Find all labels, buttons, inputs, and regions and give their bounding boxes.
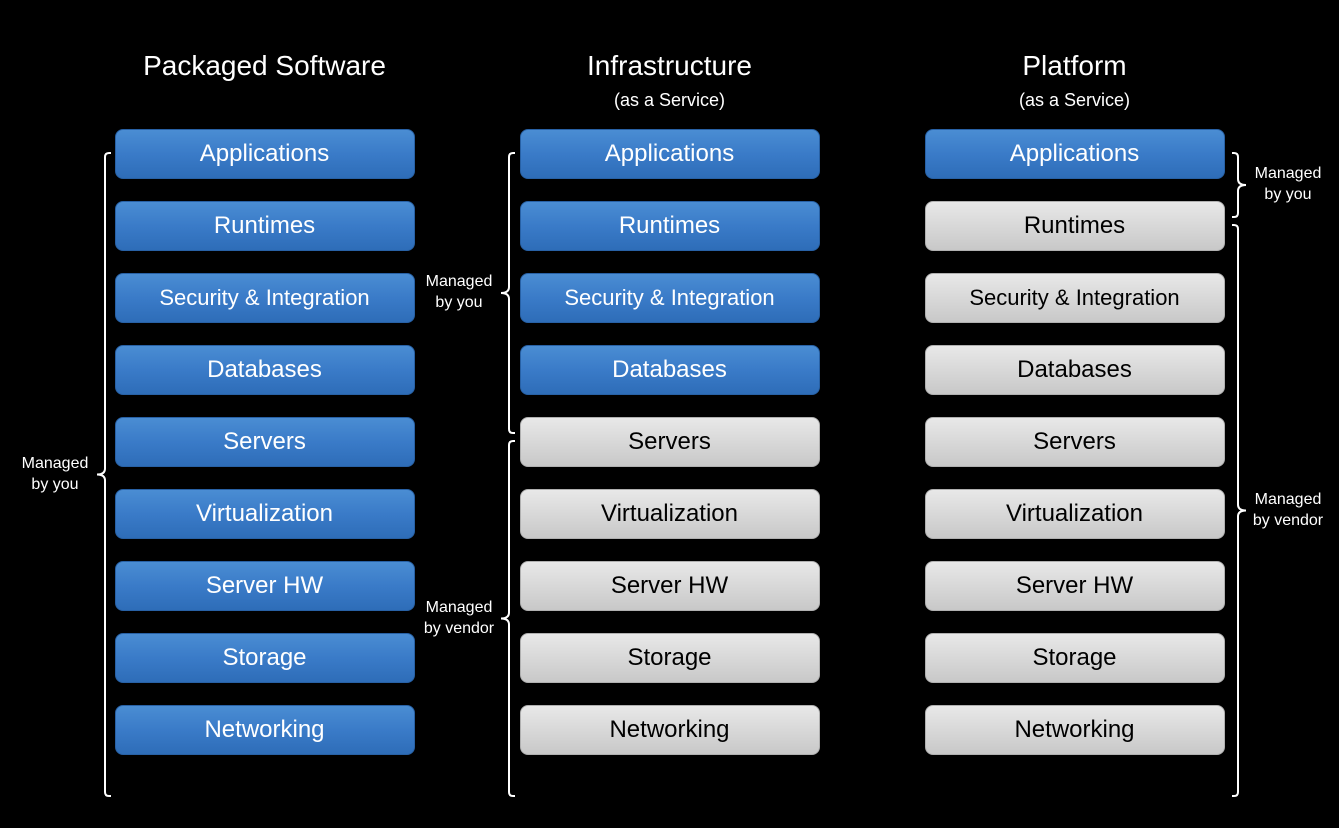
stack-box-label: Storage	[627, 644, 711, 672]
stack-box: Databases	[520, 345, 820, 395]
stack-box-label: Applications	[605, 140, 734, 168]
stack-box: Applications	[925, 129, 1225, 179]
stack-box-label: Virtualization	[196, 500, 333, 528]
stack-box: Servers	[115, 417, 415, 467]
stack-box: Security & Integration	[925, 273, 1225, 323]
stack-box: Servers	[925, 417, 1225, 467]
bracket: Managed by vendor	[1232, 224, 1328, 797]
stack-box-label: Networking	[204, 716, 324, 744]
stack-box-label: Networking	[609, 716, 729, 744]
bracket-shape	[499, 440, 515, 797]
bracket: Managed by vendor	[419, 440, 515, 797]
stack-box-label: Server HW	[611, 572, 728, 600]
bracket: Managed by you	[1232, 152, 1328, 218]
stack-box-label: Server HW	[1016, 572, 1133, 600]
column-0-subtitle	[262, 90, 267, 111]
stack-box-label: Runtimes	[1024, 212, 1125, 240]
stack-box-label: Runtimes	[619, 212, 720, 240]
stack-box: Server HW	[115, 561, 415, 611]
stack-box: Databases	[115, 345, 415, 395]
stack-box-label: Networking	[1014, 716, 1134, 744]
stack-box-label: Virtualization	[601, 500, 738, 528]
column-0-title: Packaged Software	[143, 50, 386, 82]
stack-box: Applications	[115, 129, 415, 179]
bracket-shape	[95, 152, 111, 797]
stack-box-label: Applications	[1010, 140, 1139, 168]
stack-box-label: Servers	[628, 428, 711, 456]
stack-box-label: Security & Integration	[159, 285, 369, 311]
stack-box-label: Virtualization	[1006, 500, 1143, 528]
bracket-label: Managed by you	[15, 454, 95, 496]
stack-box: Virtualization	[115, 489, 415, 539]
bracket-label: Managed by you	[419, 272, 499, 314]
stack-box: Security & Integration	[520, 273, 820, 323]
column-0: Packaged Software Applications Runtimes Se…	[115, 50, 415, 755]
bracket: Managed by you	[15, 152, 111, 797]
stack-box: Storage	[925, 633, 1225, 683]
stack-box: Applications	[520, 129, 820, 179]
stack-box: Storage	[115, 633, 415, 683]
stack-box-label: Servers	[1033, 428, 1116, 456]
stack-box-label: Security & Integration	[969, 285, 1179, 311]
stack-box: Networking	[520, 705, 820, 755]
column-1: Infrastructure (as a Service) Applications…	[520, 50, 820, 755]
bracket-shape	[1232, 152, 1248, 218]
stack-box: Virtualization	[520, 489, 820, 539]
column-0-stack: Applications Runtimes Security & Integrati…	[115, 129, 415, 755]
stack-box-label: Databases	[207, 356, 322, 384]
stack-box: Runtimes	[925, 201, 1225, 251]
bracket-label: Managed by you	[1248, 164, 1328, 206]
column-1-subtitle: (as a Service)	[614, 90, 725, 111]
stack-box: Virtualization	[925, 489, 1225, 539]
column-1-title: Infrastructure	[587, 50, 752, 82]
stack-box-label: Databases	[1017, 356, 1132, 384]
column-1-stack: Applications Runtimes Security & Integrati…	[520, 129, 820, 755]
column-2-stack: Applications Runtimes Security & Integrati…	[925, 129, 1225, 755]
stack-box-label: Server HW	[206, 572, 323, 600]
diagram-container: Packaged Software Applications Runtimes Se…	[0, 0, 1339, 755]
stack-box-label: Storage	[222, 644, 306, 672]
stack-box: Networking	[925, 705, 1225, 755]
stack-box-label: Runtimes	[214, 212, 315, 240]
stack-box: Server HW	[925, 561, 1225, 611]
stack-box: Server HW	[520, 561, 820, 611]
stack-box: Runtimes	[115, 201, 415, 251]
stack-box-label: Databases	[612, 356, 727, 384]
bracket-label: Managed by vendor	[419, 598, 499, 640]
stack-box: Security & Integration	[115, 273, 415, 323]
stack-box: Storage	[520, 633, 820, 683]
stack-box-label: Servers	[223, 428, 306, 456]
bracket-shape	[499, 152, 515, 434]
bracket-shape	[1232, 224, 1248, 797]
column-2-subtitle: (as a Service)	[1019, 90, 1130, 111]
bracket-label: Managed by vendor	[1248, 490, 1328, 532]
stack-box-label: Applications	[200, 140, 329, 168]
stack-box-label: Security & Integration	[564, 285, 774, 311]
bracket: Managed by you	[419, 152, 515, 434]
stack-box: Databases	[925, 345, 1225, 395]
stack-box-label: Storage	[1032, 644, 1116, 672]
stack-box: Networking	[115, 705, 415, 755]
stack-box: Runtimes	[520, 201, 820, 251]
column-2: Platform (as a Service) Applications Runtim…	[925, 50, 1225, 755]
column-2-title: Platform	[1022, 50, 1126, 82]
stack-box: Servers	[520, 417, 820, 467]
